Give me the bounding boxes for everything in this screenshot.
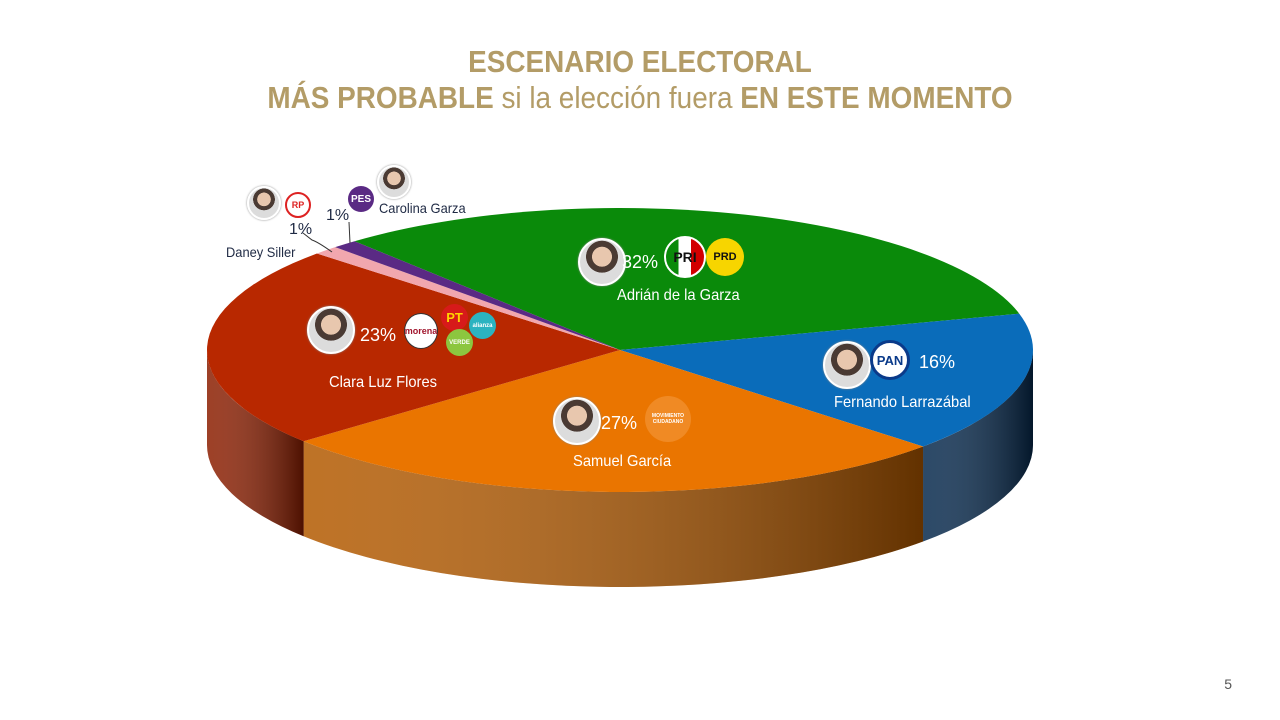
slice-side-shade-fernando-larraz-bal [923,350,1033,542]
pct-adrian: 32% [622,252,659,272]
photo-fernando [823,341,871,389]
logo-rp: RP [285,192,311,218]
slice-samuel-garc-a [303,350,924,493]
slice-adri-n-de-la-garza [354,207,1020,350]
logo-prd: PRD [706,238,744,276]
page-number: 5 [1224,676,1232,692]
slice-side-shade-samuel-garc-a [303,441,924,588]
label-fernando: Fernando Larrazábal [834,394,971,411]
slice-fernando-larraz-bal [620,313,1033,447]
pct-daney: 1% [289,221,313,238]
photo-clara [307,306,355,354]
pct-clara: 23% [360,325,397,345]
logo-verde: VERDE [446,329,473,356]
label-clara: Clara Luz Flores [329,374,437,391]
logo-movimiento-ciudadano: MOVIMIENTO CIUDADANO [645,396,691,442]
label-samuel: Samuel García [573,453,672,470]
chart-title-line2: MÁS PROBABLE si la elección fuera EN EST… [64,78,1216,118]
pct-carolina: 1% [326,207,350,224]
photo-adrian [578,238,626,286]
leader-line-carolina [348,221,351,244]
logo-pt: PT [441,304,468,331]
title-bold-2: EN ESTE MOMENTO [740,80,1013,115]
logo-pan: PAN [870,340,910,380]
pct-fernando: 16% [919,352,956,372]
pct-samuel: 27% [601,413,638,433]
photo-samuel [553,397,601,445]
slice-carolina-garza [335,241,620,350]
label-adrian: Adrián de la Garza [617,287,740,304]
logo-pri: PRI [664,236,706,278]
logo-morena: morena [404,313,438,349]
slice-daney-siller [316,247,620,350]
chart-title-line1: ESCENARIO ELECTORAL [468,44,812,79]
title-bold-1: MÁS PROBABLE [267,80,494,115]
slice-side-shade-clara-luz-flores [207,350,304,537]
leader-line-daney [302,232,333,253]
photo-carolina [377,165,411,199]
logo-pes: PES [348,186,374,212]
logo-alianza: alianza [469,312,496,339]
title-mid: si la elección fuera [493,80,741,115]
label-carolina: Carolina Garza [379,200,466,216]
photo-daney [247,186,281,220]
label-daney: Daney Siller [226,244,296,260]
